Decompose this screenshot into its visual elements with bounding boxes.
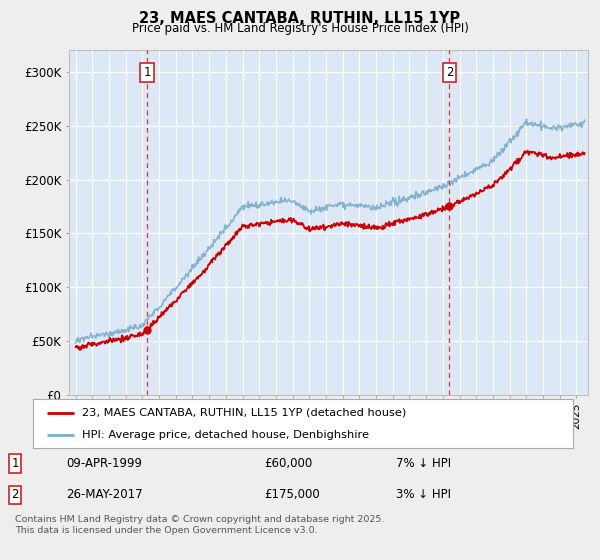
Text: 3% ↓ HPI: 3% ↓ HPI (396, 488, 451, 501)
Text: £175,000: £175,000 (264, 488, 320, 501)
Text: HPI: Average price, detached house, Denbighshire: HPI: Average price, detached house, Denb… (82, 430, 368, 440)
Text: 09-APR-1999: 09-APR-1999 (66, 457, 142, 470)
Text: 23, MAES CANTABA, RUTHIN, LL15 1YP (detached house): 23, MAES CANTABA, RUTHIN, LL15 1YP (deta… (82, 408, 406, 418)
Text: 7% ↓ HPI: 7% ↓ HPI (396, 457, 451, 470)
Text: £60,000: £60,000 (264, 457, 312, 470)
Text: 2: 2 (11, 488, 19, 501)
Text: 2: 2 (446, 66, 453, 79)
Text: 1: 1 (143, 66, 151, 79)
Text: Contains HM Land Registry data © Crown copyright and database right 2025.
This d: Contains HM Land Registry data © Crown c… (15, 515, 385, 535)
Text: 23, MAES CANTABA, RUTHIN, LL15 1YP: 23, MAES CANTABA, RUTHIN, LL15 1YP (139, 11, 461, 26)
Text: Price paid vs. HM Land Registry's House Price Index (HPI): Price paid vs. HM Land Registry's House … (131, 22, 469, 35)
Text: 1: 1 (11, 457, 19, 470)
Text: 26-MAY-2017: 26-MAY-2017 (66, 488, 143, 501)
